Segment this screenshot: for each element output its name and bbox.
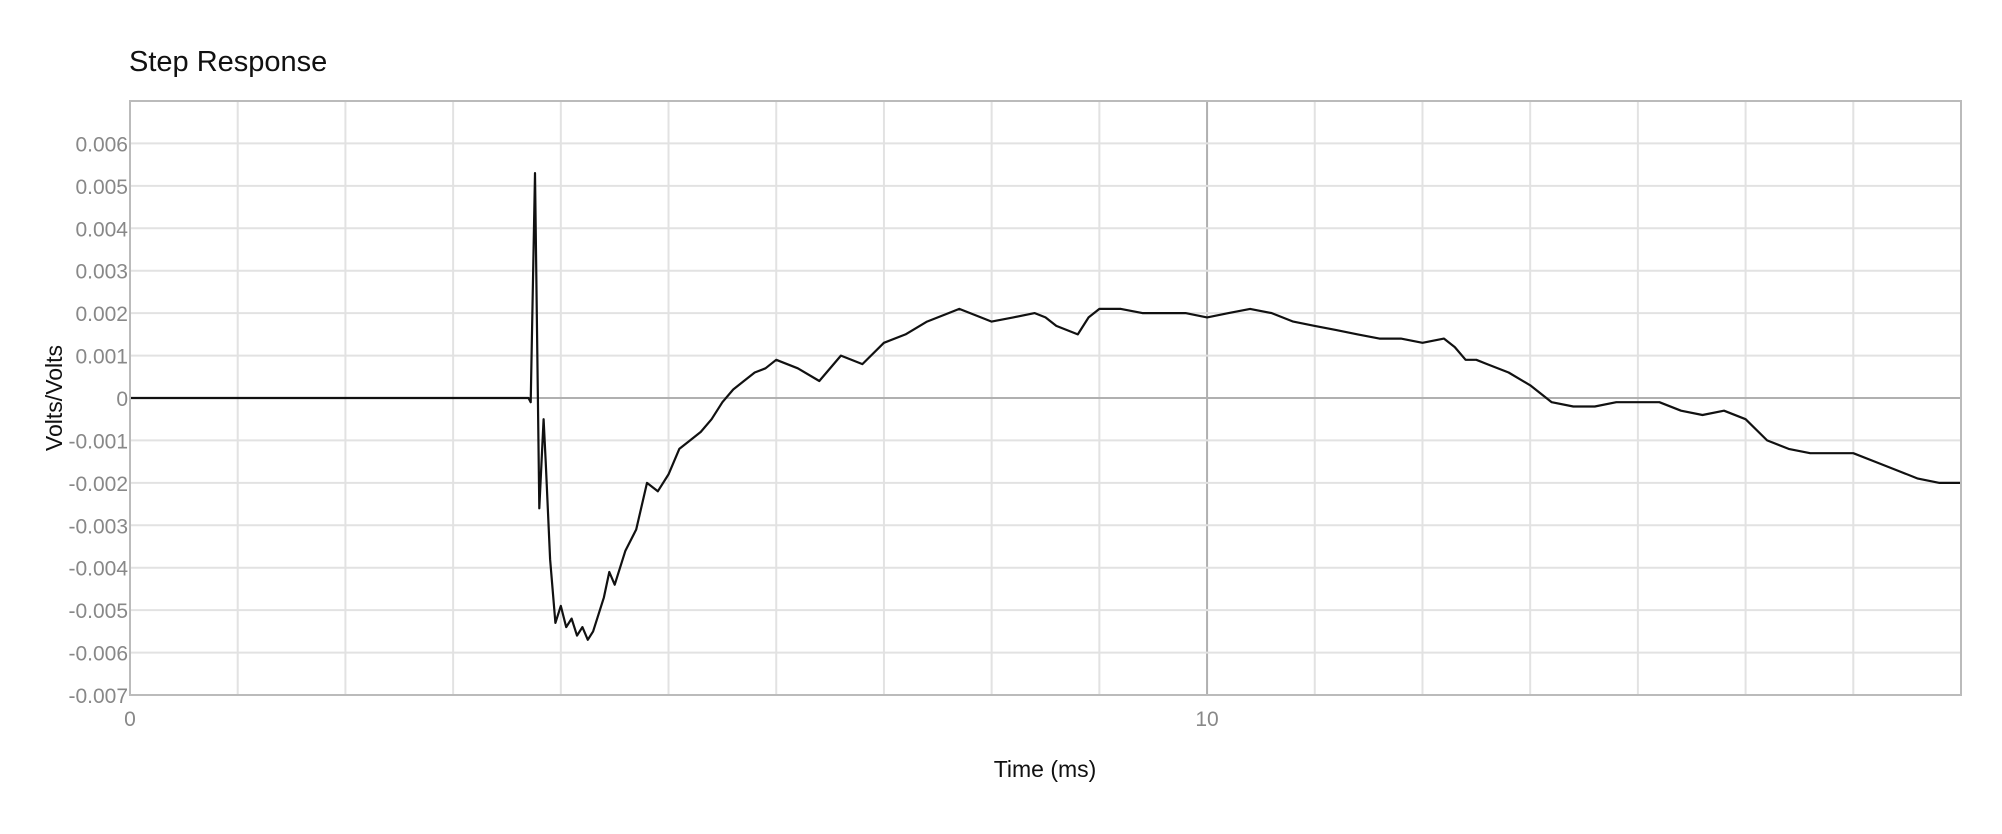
y-tick-label: 0.001 bbox=[75, 346, 128, 369]
y-tick-label: -0.003 bbox=[68, 515, 128, 538]
y-tick-label: 0.003 bbox=[75, 261, 128, 284]
x-axis-label: Time (ms) bbox=[994, 756, 1097, 782]
y-tick-label: -0.002 bbox=[68, 473, 128, 496]
y-tick-label: 0 bbox=[116, 388, 128, 411]
plot-frame bbox=[129, 100, 1962, 696]
x-tick-label: 10 bbox=[1195, 708, 1218, 731]
y-tick-label: 0.004 bbox=[75, 218, 128, 241]
x-tick-label: 0 bbox=[124, 708, 136, 731]
y-tick-label: -0.007 bbox=[68, 685, 128, 708]
series-line bbox=[130, 172, 1961, 641]
y-tick-label: -0.005 bbox=[68, 600, 128, 623]
y-axis-label: Volts/Volts bbox=[41, 345, 67, 451]
x-tick-labels: 0 10 bbox=[124, 708, 1219, 731]
grid-layer bbox=[130, 101, 1961, 695]
y-tick-labels: 0.006 0.005 0.004 0.003 0.002 0.001 0 -0.001 -0.… bbox=[68, 133, 128, 708]
y-tick-label: -0.006 bbox=[68, 643, 128, 666]
y-tick-label: 0.006 bbox=[75, 133, 128, 156]
y-tick-label: 0.002 bbox=[75, 303, 128, 326]
y-tick-label: 0.005 bbox=[75, 176, 128, 199]
series-layer bbox=[130, 172, 1961, 641]
y-tick-label: -0.001 bbox=[68, 430, 128, 453]
chart-title: Step Response bbox=[129, 46, 328, 78]
y-tick-label: -0.004 bbox=[68, 558, 128, 581]
